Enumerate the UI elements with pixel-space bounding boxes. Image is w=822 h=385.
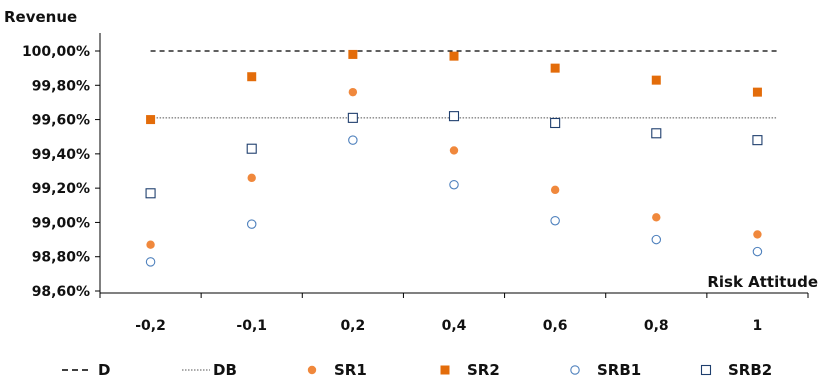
point-sr2 [449,51,459,61]
legend-marker-srb1 [570,365,580,375]
series-layer [145,49,778,267]
point-srb1 [550,215,560,226]
legend-marker-srb2 [700,364,712,376]
y-ticks: 98,60% 98,80% 99,00% 99,20% 99,40% 99,60% 99,8… [22,44,100,300]
point-srb2 [246,143,257,154]
point-srb1 [752,246,763,257]
point-sr1 [247,173,256,183]
point-srb2 [651,128,662,139]
x-tick-label: 0,4 [442,318,467,334]
point-sr1 [652,213,661,222]
point-sr2 [247,72,257,82]
point-srb2 [448,111,460,122]
y-tick-label: 99,60% [32,113,90,129]
point-sr2 [651,75,661,85]
point-sr2 [348,49,358,59]
point-sr1 [449,146,459,155]
point-srb2 [347,112,358,123]
y-axis-title: Revenue [4,8,77,26]
y-tick-label: 98,60% [32,284,90,300]
x-tick-label: -0,1 [236,318,267,334]
x-tick-label: 1 [753,318,763,334]
point-srb2 [145,188,156,199]
legend-label-sr1: SR1 [334,361,367,379]
point-srb1 [348,135,358,145]
y-tick-label: 99,20% [32,181,90,197]
legend-label-d: D [98,361,110,379]
point-sr2 [146,115,156,125]
point-sr1 [348,87,358,97]
x-tick-label: 0,2 [340,318,365,334]
x-ticks: -0,2 -0,1 0,2 0,4 0,6 0,8 1 [99,293,809,334]
x-tick-label: -0,2 [135,318,166,334]
point-sr1 [550,185,560,195]
legend-label-srb1: SRB1 [597,361,641,379]
point-srb1 [449,179,459,190]
legend-label-db: DB [213,361,237,379]
x-axis-title: Risk Attitude [707,273,818,291]
point-srb2 [752,135,763,146]
y-tick-label: 99,40% [32,147,90,163]
x-tick-label: 0,6 [543,318,568,334]
point-srb2 [550,117,561,129]
point-sr2 [752,87,762,97]
y-tick-label: 98,80% [32,250,90,266]
point-srb1 [145,257,156,267]
point-sr2 [550,63,560,73]
point-sr1 [753,230,762,239]
legend-label-sr2: SR2 [467,361,500,379]
legend-label-srb2: SRB2 [728,361,772,379]
legend-marker-sr1 [307,365,317,375]
y-tick-label: 99,00% [32,215,90,231]
point-srb1 [651,234,662,245]
point-sr1 [146,240,155,249]
y-tick-label: 100,00% [22,44,90,60]
y-tick-label: 99,80% [32,78,90,94]
x-tick-label: 0,8 [644,318,669,334]
point-srb1 [246,219,257,229]
legend: D DB SR1 SR2 SRB1 SRB2 [62,361,772,379]
legend-marker-sr2 [440,365,450,375]
